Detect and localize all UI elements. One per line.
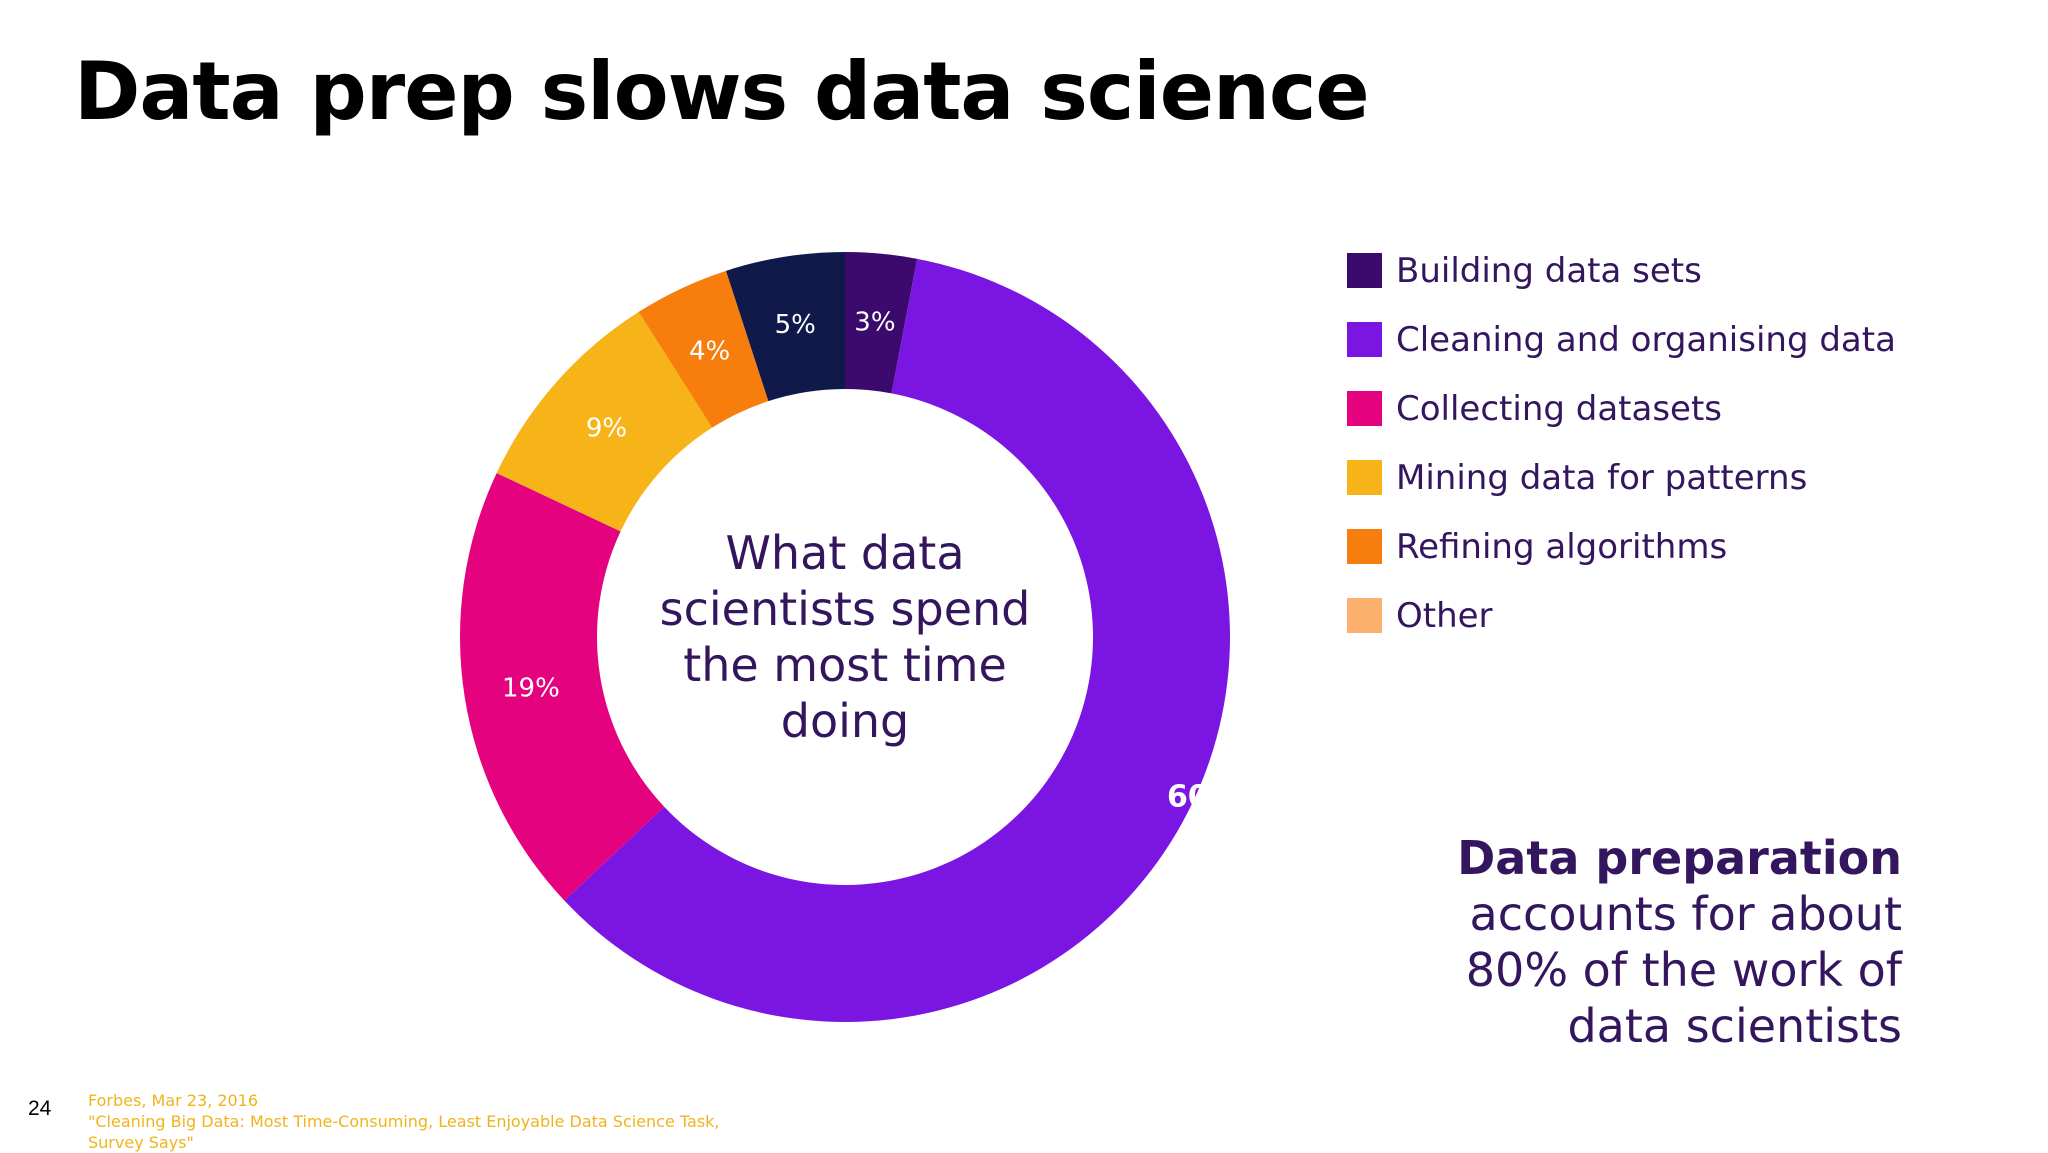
legend-item-cleaning-and-organising-data: Cleaning and organising data xyxy=(1347,305,1896,374)
legend-label: Refining algorithms xyxy=(1396,526,1728,567)
callout-bold-text: Data preparation xyxy=(1457,831,1902,885)
chart-legend: Building data sets Cleaning and organisin… xyxy=(1347,236,1896,650)
legend-swatch xyxy=(1347,598,1382,633)
donut-slice-collecting-datasets xyxy=(460,473,665,901)
slice-value-label: 9% xyxy=(586,414,627,444)
slices-layer xyxy=(460,252,1230,1022)
legend-item-building-data-sets: Building data sets xyxy=(1347,236,1896,305)
slice-value-label: 60% xyxy=(1167,780,1239,815)
center-text-line: the most time xyxy=(683,638,1007,692)
legend-item-refining-algorithms: Refining algorithms xyxy=(1347,512,1896,581)
slide-title: Data prep slows data science xyxy=(74,45,1370,138)
donut-slice-mining-data-for-patterns xyxy=(496,311,713,532)
legend-label: Other xyxy=(1396,595,1493,636)
legend-label: Mining data for patterns xyxy=(1396,457,1808,498)
legend-swatch xyxy=(1347,253,1382,288)
legend-item-mining-data-for-patterns: Mining data for patterns xyxy=(1347,443,1896,512)
slice-value-label: 3% xyxy=(854,307,895,337)
center-text-line: What data xyxy=(725,526,964,580)
slice-value-label: 4% xyxy=(689,336,730,366)
donut-slice-building-data-sets xyxy=(845,252,918,394)
legend-swatch xyxy=(1347,322,1382,357)
slice-value-label: 5% xyxy=(775,310,816,340)
legend-item-collecting-datasets: Collecting datasets xyxy=(1347,374,1896,443)
legend-label: Collecting datasets xyxy=(1396,388,1723,429)
slice-value-label: 19% xyxy=(502,674,560,704)
source-line: Forbes, Mar 23, 2016 xyxy=(88,1091,259,1110)
donut-slice-refining-algorithms xyxy=(638,270,769,428)
slice-labels-layer: 3% 60% 19% 9% 4% 5% xyxy=(502,307,1239,814)
center-text-line: scientists spend xyxy=(660,582,1031,636)
source-line: Survey Says" xyxy=(88,1133,194,1152)
legend-item-other: Other xyxy=(1347,581,1896,650)
callout: Data preparation accounts for about 80% … xyxy=(1442,830,1902,1054)
page-number: 24 xyxy=(28,1097,52,1120)
legend-swatch xyxy=(1347,460,1382,495)
legend-swatch xyxy=(1347,529,1382,564)
legend-swatch xyxy=(1347,391,1382,426)
donut-slice-cleaning-and-organising-data xyxy=(564,258,1230,1022)
donut-slice-other xyxy=(726,252,845,402)
callout-body-text: accounts for about 80% of the work of da… xyxy=(1465,887,1902,1053)
chart-center-text: What data scientists spend the most time do… xyxy=(660,526,1031,748)
legend-label: Cleaning and organising data xyxy=(1396,319,1896,360)
legend-label: Building data sets xyxy=(1396,250,1702,291)
center-text-line: doing xyxy=(781,694,909,748)
source-line: "Cleaning Big Data: Most Time-Consuming,… xyxy=(88,1112,720,1131)
source-citation: Forbes, Mar 23, 2016 "Cleaning Big Data:… xyxy=(88,1090,768,1153)
